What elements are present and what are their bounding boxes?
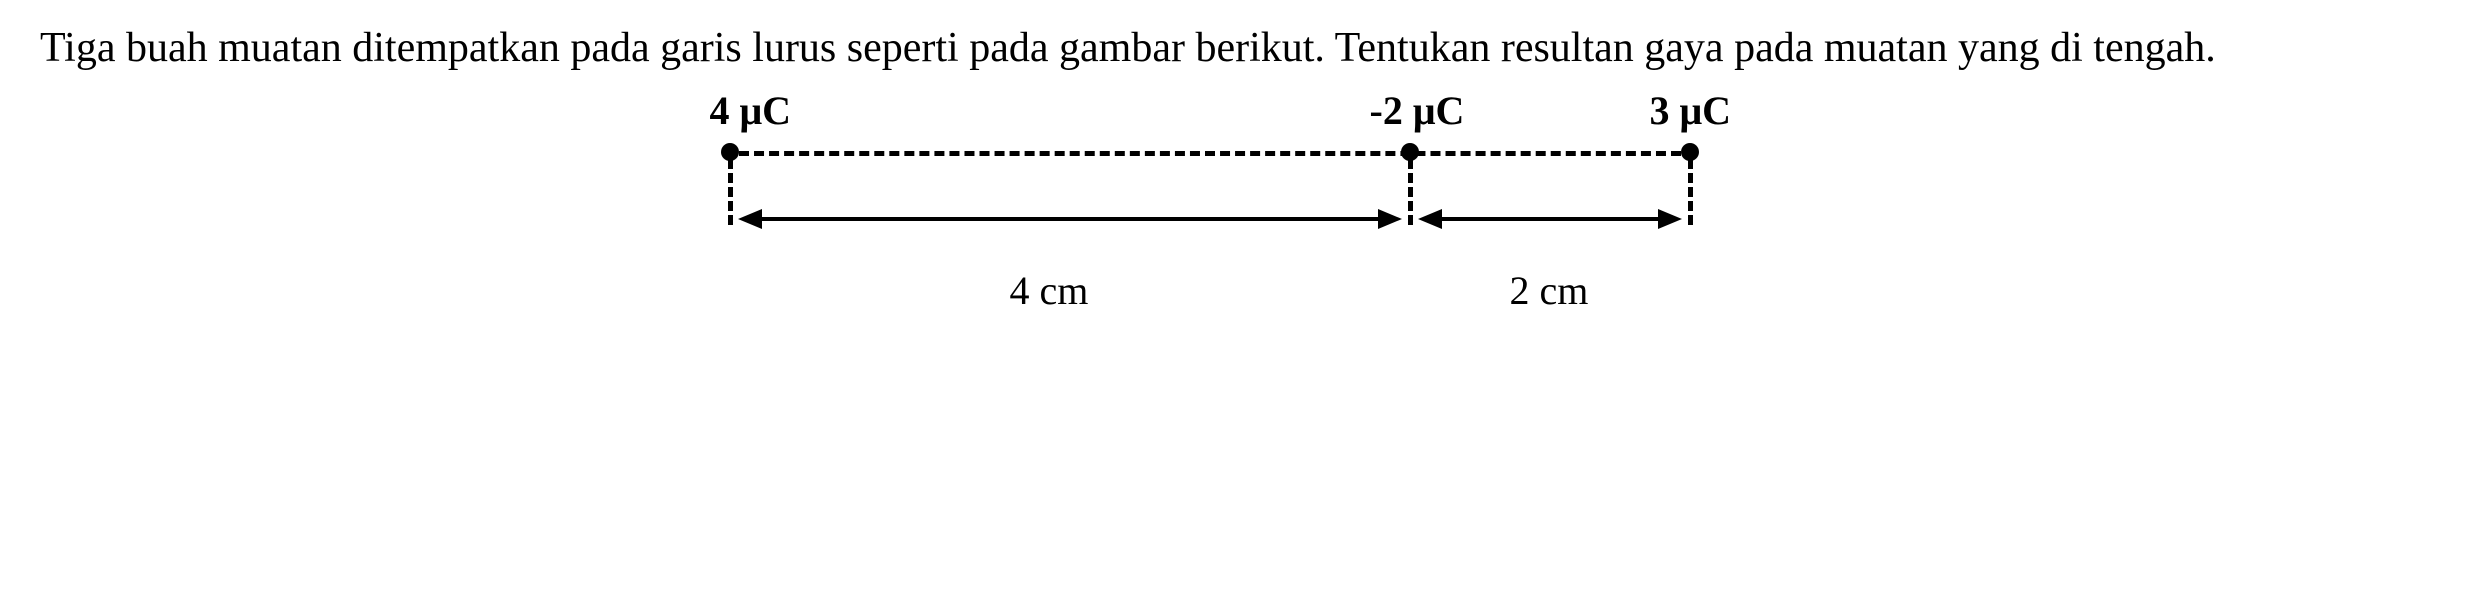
dim2-line (1440, 217, 1660, 221)
problem-statement: Tiga buah muatan ditempatkan pada garis … (40, 20, 2439, 77)
dim1-arrow-left (738, 209, 762, 229)
charges-diagram: 4 μC -2 μC 3 μC 4 cm 2 cm (690, 87, 1790, 367)
charge-label-1: 4 μC (710, 87, 792, 134)
charge-label-2: -2 μC (1370, 87, 1465, 134)
dim2-label: 2 cm (1510, 267, 1589, 314)
dim2-arrow-left (1418, 209, 1442, 229)
ext-line-2 (1408, 159, 1413, 225)
charges-axis-line (739, 151, 1681, 156)
dim1-arrow-right (1378, 209, 1402, 229)
dim2-arrow-right (1658, 209, 1682, 229)
ext-line-1 (728, 159, 733, 225)
charge-label-3: 3 μC (1650, 87, 1732, 134)
dim1-line (760, 217, 1380, 221)
dim1-label: 4 cm (1010, 267, 1089, 314)
ext-line-3 (1688, 159, 1693, 225)
